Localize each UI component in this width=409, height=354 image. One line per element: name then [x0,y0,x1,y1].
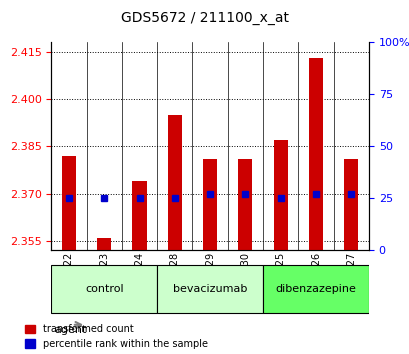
Bar [62,156,76,250]
Bar [167,115,182,250]
Bar [308,58,322,250]
Bar [238,159,252,250]
Text: GDS5672 / 211100_x_at: GDS5672 / 211100_x_at [121,11,288,25]
Text: control: control [85,284,123,294]
FancyBboxPatch shape [51,265,157,313]
Bar [202,159,217,250]
Bar [132,181,146,250]
Bar [273,140,287,250]
Text: dibenzazepine: dibenzazepine [275,284,355,294]
FancyBboxPatch shape [263,265,368,313]
Bar [344,159,357,250]
Legend: transformed count, percentile rank within the sample: transformed count, percentile rank withi… [25,324,207,349]
Bar [97,238,111,250]
FancyBboxPatch shape [157,265,263,313]
Text: bevacizumab: bevacizumab [173,284,247,294]
Text: agent: agent [54,325,87,335]
